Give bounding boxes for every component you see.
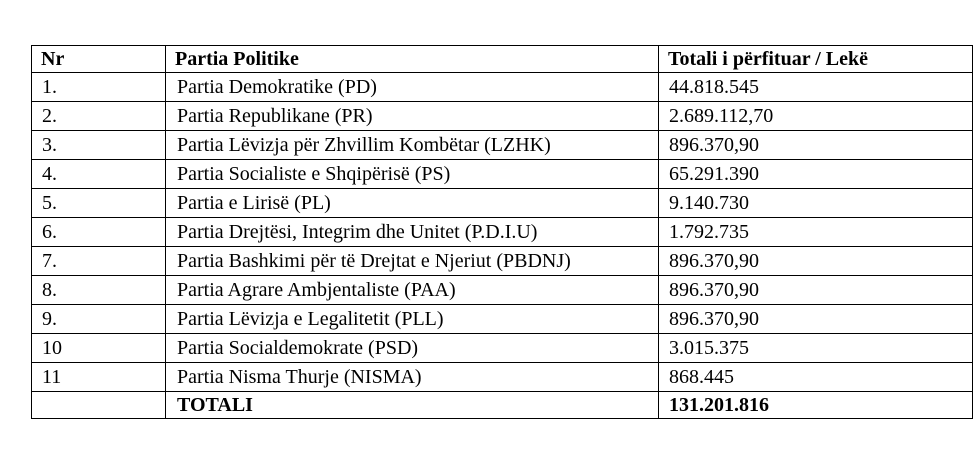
row-nr: 1.	[31, 72, 166, 102]
total-label: TOTALI	[165, 391, 659, 419]
row-total: 896.370,90	[658, 246, 973, 276]
row-party: Partia Socialdemokrate (PSD)	[165, 333, 659, 363]
row-nr: 4.	[31, 159, 166, 189]
table-row: 8. Partia Agrare Ambjentaliste (PAA) 896…	[31, 275, 973, 305]
table-row: 5. Partia e Lirisë (PL) 9.140.730	[31, 188, 973, 218]
party-funding-table: Nr Partia Politike Totali i përfituar / …	[31, 45, 973, 419]
row-party: Partia Socialiste e Shqipërisë (PS)	[165, 159, 659, 189]
total-nr	[31, 391, 166, 419]
row-nr: 10	[31, 333, 166, 363]
table-row: 1. Partia Demokratike (PD) 44.818.545	[31, 72, 973, 102]
table-row: 6. Partia Drejtësi, Integrim dhe Unitet …	[31, 217, 973, 247]
header-party: Partia Politike	[165, 45, 659, 73]
table-row: 3. Partia Lëvizja për Zhvillim Kombëtar …	[31, 130, 973, 160]
row-party: Partia Lëvizja për Zhvillim Kombëtar (LZ…	[165, 130, 659, 160]
row-party: Partia Bashkimi për të Drejtat e Njeriut…	[165, 246, 659, 276]
row-nr: 3.	[31, 130, 166, 160]
row-total: 3.015.375	[658, 333, 973, 363]
row-nr: 7.	[31, 246, 166, 276]
header-total: Totali i përfituar / Lekë	[658, 45, 973, 73]
row-party: Partia Drejtësi, Integrim dhe Unitet (P.…	[165, 217, 659, 247]
row-total: 65.291.390	[658, 159, 973, 189]
row-total: 1.792.735	[658, 217, 973, 247]
table-row: 2. Partia Republikane (PR) 2.689.112,70	[31, 101, 973, 131]
row-total: 9.140.730	[658, 188, 973, 218]
table-row: 10 Partia Socialdemokrate (PSD) 3.015.37…	[31, 333, 973, 363]
table-row: 4. Partia Socialiste e Shqipërisë (PS) 6…	[31, 159, 973, 189]
header-nr: Nr	[31, 45, 166, 73]
table-row: 7. Partia Bashkimi për të Drejtat e Njer…	[31, 246, 973, 276]
row-party: Partia Demokratike (PD)	[165, 72, 659, 102]
row-total: 868.445	[658, 362, 973, 392]
total-row: TOTALI 131.201.816	[31, 391, 973, 419]
row-nr: 11	[31, 362, 166, 392]
total-value: 131.201.816	[658, 391, 973, 419]
row-party: Partia Lëvizja e Legalitetit (PLL)	[165, 304, 659, 334]
row-total: 896.370,90	[658, 304, 973, 334]
row-party: Partia Nisma Thurje (NISMA)	[165, 362, 659, 392]
row-party: Partia Agrare Ambjentaliste (PAA)	[165, 275, 659, 305]
table-row: 11 Partia Nisma Thurje (NISMA) 868.445	[31, 362, 973, 392]
row-nr: 8.	[31, 275, 166, 305]
row-nr: 5.	[31, 188, 166, 218]
row-total: 896.370,90	[658, 275, 973, 305]
row-party: Partia Republikane (PR)	[165, 101, 659, 131]
row-party: Partia e Lirisë (PL)	[165, 188, 659, 218]
header-row: Nr Partia Politike Totali i përfituar / …	[31, 45, 973, 73]
row-total: 2.689.112,70	[658, 101, 973, 131]
table-row: 9. Partia Lëvizja e Legalitetit (PLL) 89…	[31, 304, 973, 334]
row-total: 896.370,90	[658, 130, 973, 160]
row-nr: 2.	[31, 101, 166, 131]
row-total: 44.818.545	[658, 72, 973, 102]
row-nr: 6.	[31, 217, 166, 247]
row-nr: 9.	[31, 304, 166, 334]
